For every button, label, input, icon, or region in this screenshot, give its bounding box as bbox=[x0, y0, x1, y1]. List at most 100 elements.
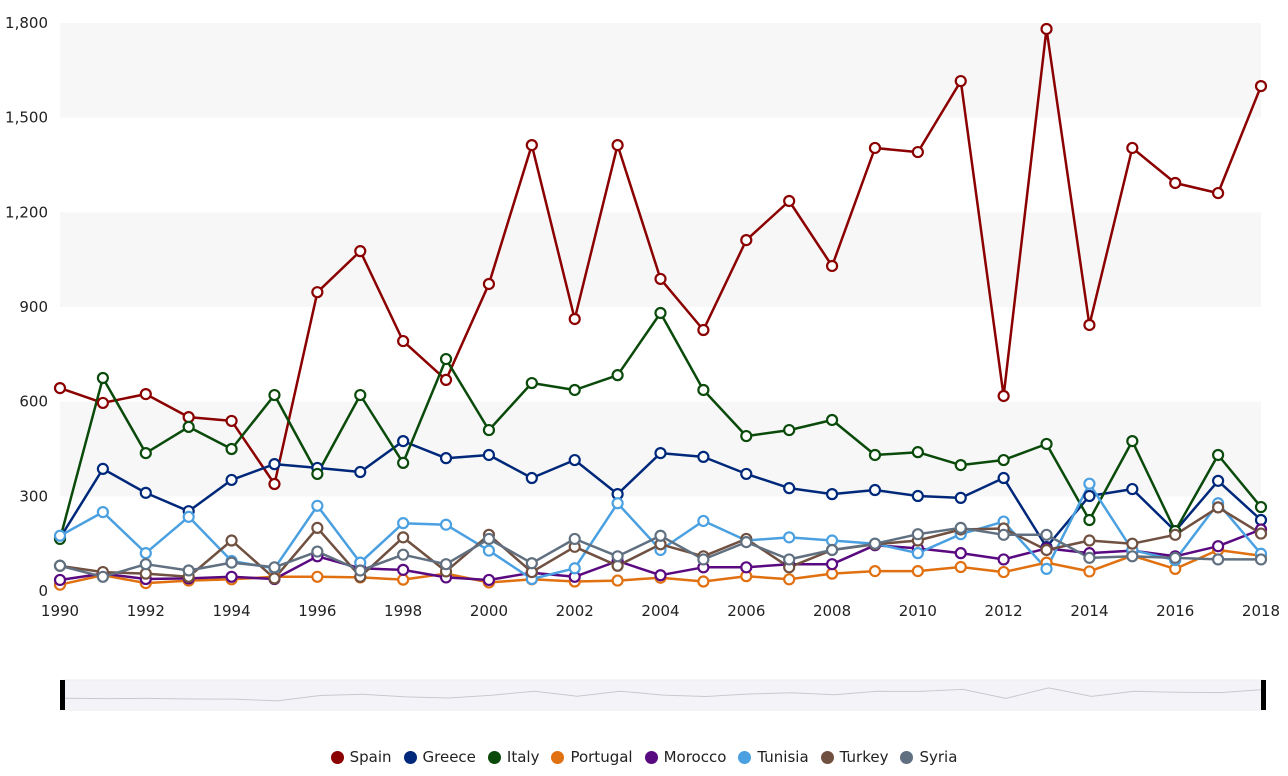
data-point-tunisia[interactable] bbox=[568, 562, 581, 575]
data-point-greece[interactable] bbox=[997, 471, 1010, 485]
data-point-syria[interactable] bbox=[611, 550, 624, 563]
data-point-syria[interactable] bbox=[1040, 528, 1053, 541]
data-point-italy[interactable] bbox=[439, 352, 453, 366]
data-point-portugal[interactable] bbox=[611, 574, 624, 587]
data-point-spain[interactable] bbox=[139, 387, 152, 401]
data-point-syria[interactable] bbox=[825, 543, 839, 557]
data-point-spain[interactable] bbox=[311, 286, 324, 299]
data-point-turkey[interactable] bbox=[311, 521, 324, 534]
data-point-morocco[interactable] bbox=[1212, 540, 1225, 553]
data-point-italy[interactable] bbox=[311, 467, 324, 481]
data-point-spain[interactable] bbox=[96, 396, 109, 410]
legend-item-spain[interactable]: Spain bbox=[330, 748, 392, 766]
data-point-syria[interactable] bbox=[1212, 553, 1225, 566]
data-point-italy[interactable] bbox=[1254, 500, 1268, 514]
data-point-spain[interactable] bbox=[1169, 176, 1182, 190]
data-point-spain[interactable] bbox=[868, 141, 882, 155]
data-point-turkey[interactable] bbox=[225, 534, 238, 547]
data-point-greece[interactable] bbox=[1212, 474, 1225, 487]
data-point-syria[interactable] bbox=[397, 548, 410, 561]
data-point-portugal[interactable] bbox=[868, 565, 882, 578]
data-point-turkey[interactable] bbox=[1212, 501, 1225, 514]
data-point-syria[interactable] bbox=[868, 537, 882, 550]
data-point-morocco[interactable] bbox=[53, 573, 67, 587]
data-point-tunisia[interactable] bbox=[96, 506, 109, 519]
data-point-greece[interactable] bbox=[740, 467, 753, 481]
data-point-greece[interactable] bbox=[1126, 482, 1139, 496]
data-point-syria[interactable] bbox=[439, 558, 453, 571]
data-point-turkey[interactable] bbox=[1254, 527, 1268, 540]
data-point-greece[interactable] bbox=[697, 450, 710, 463]
data-point-tunisia[interactable] bbox=[1083, 477, 1096, 490]
data-point-italy[interactable] bbox=[268, 388, 281, 402]
data-point-syria[interactable] bbox=[525, 557, 538, 570]
data-point-tunisia[interactable] bbox=[182, 510, 195, 523]
data-point-portugal[interactable] bbox=[697, 575, 710, 588]
data-point-greece[interactable] bbox=[868, 483, 882, 497]
data-point-spain[interactable] bbox=[182, 411, 195, 424]
data-point-spain[interactable] bbox=[439, 373, 453, 386]
data-point-portugal[interactable] bbox=[954, 560, 967, 574]
data-point-spain[interactable] bbox=[1254, 80, 1268, 93]
data-point-italy[interactable] bbox=[96, 371, 109, 385]
data-point-syria[interactable] bbox=[225, 556, 238, 569]
data-point-spain[interactable] bbox=[53, 381, 67, 395]
data-point-spain[interactable] bbox=[997, 389, 1010, 403]
data-point-italy[interactable] bbox=[740, 429, 753, 443]
data-point-italy[interactable] bbox=[1040, 437, 1053, 451]
data-point-portugal[interactable] bbox=[911, 565, 924, 578]
data-point-syria[interactable] bbox=[954, 521, 967, 534]
data-point-greece[interactable] bbox=[654, 447, 667, 460]
data-point-italy[interactable] bbox=[225, 442, 238, 456]
data-point-portugal[interactable] bbox=[311, 570, 324, 583]
data-point-tunisia[interactable] bbox=[1040, 562, 1053, 576]
data-point-greece[interactable] bbox=[825, 488, 839, 501]
data-point-syria[interactable] bbox=[354, 564, 367, 577]
legend-item-syria[interactable]: Syria bbox=[900, 748, 957, 766]
data-point-greece[interactable] bbox=[783, 482, 796, 495]
data-point-syria[interactable] bbox=[1126, 550, 1139, 563]
data-point-tunisia[interactable] bbox=[911, 547, 924, 560]
data-point-morocco[interactable] bbox=[954, 547, 967, 560]
data-point-italy[interactable] bbox=[354, 388, 367, 402]
data-point-italy[interactable] bbox=[182, 420, 195, 434]
data-point-spain[interactable] bbox=[482, 277, 496, 291]
data-point-tunisia[interactable] bbox=[611, 497, 624, 510]
data-point-tunisia[interactable] bbox=[439, 518, 453, 531]
data-point-syria[interactable] bbox=[654, 529, 667, 542]
data-point-morocco[interactable] bbox=[397, 563, 410, 576]
data-point-syria[interactable] bbox=[311, 545, 324, 558]
data-point-turkey[interactable] bbox=[1169, 528, 1182, 541]
data-point-syria[interactable] bbox=[697, 553, 710, 566]
data-point-tunisia[interactable] bbox=[311, 499, 324, 512]
data-point-tunisia[interactable] bbox=[53, 529, 67, 542]
data-point-greece[interactable] bbox=[954, 491, 967, 505]
legend-item-tunisia[interactable]: Tunisia bbox=[738, 748, 809, 766]
data-point-greece[interactable] bbox=[1083, 489, 1096, 503]
data-point-italy[interactable] bbox=[568, 383, 581, 397]
data-point-syria[interactable] bbox=[911, 528, 924, 541]
data-point-syria[interactable] bbox=[997, 528, 1010, 541]
data-point-syria[interactable] bbox=[182, 564, 195, 577]
data-point-spain[interactable] bbox=[1126, 141, 1139, 155]
data-point-syria[interactable] bbox=[139, 558, 152, 571]
data-point-syria[interactable] bbox=[1254, 553, 1268, 566]
data-point-spain[interactable] bbox=[825, 259, 839, 273]
data-point-greece[interactable] bbox=[525, 471, 538, 485]
data-point-spain[interactable] bbox=[654, 272, 667, 286]
data-point-italy[interactable] bbox=[783, 423, 796, 437]
data-point-portugal[interactable] bbox=[783, 573, 796, 586]
legend-item-italy[interactable]: Italy bbox=[487, 748, 539, 766]
data-point-spain[interactable] bbox=[354, 245, 367, 258]
navigator-handle-left[interactable] bbox=[60, 680, 65, 710]
data-point-italy[interactable] bbox=[997, 453, 1010, 467]
data-point-morocco[interactable] bbox=[825, 558, 839, 571]
data-point-portugal[interactable] bbox=[397, 573, 410, 586]
data-point-morocco[interactable] bbox=[997, 553, 1010, 566]
data-point-tunisia[interactable] bbox=[697, 514, 710, 528]
data-point-italy[interactable] bbox=[868, 448, 882, 462]
data-point-turkey[interactable] bbox=[397, 531, 410, 544]
data-point-syria[interactable] bbox=[53, 559, 67, 572]
data-point-morocco[interactable] bbox=[225, 570, 238, 583]
data-point-turkey[interactable] bbox=[268, 572, 281, 585]
